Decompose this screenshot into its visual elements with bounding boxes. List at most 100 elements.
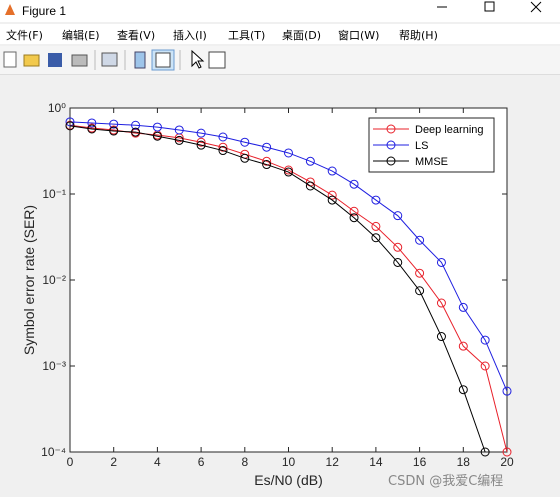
data-point: [480, 361, 490, 371]
data-point: [393, 211, 403, 221]
data-point: [65, 121, 75, 131]
x-tick-label: 0: [67, 455, 74, 469]
data-point: [262, 160, 272, 170]
menu-item[interactable]: 帮助(H): [399, 29, 438, 42]
print-icon[interactable]: [71, 54, 88, 67]
menu-item[interactable]: 工具(T): [228, 29, 266, 42]
data-point: [415, 235, 425, 245]
menu-item[interactable]: 编辑(E): [62, 29, 100, 42]
data-point: [284, 167, 293, 177]
data-point: [327, 166, 337, 176]
data-point: [458, 341, 468, 351]
x-tick-label: 16: [413, 455, 427, 469]
menu-item[interactable]: 插入(I): [173, 29, 207, 42]
data-point: [174, 135, 184, 145]
watermark: CSDN @我爱C编程: [388, 474, 504, 489]
data-point: [436, 332, 446, 342]
y-tick-label: 10⁻¹: [42, 187, 66, 201]
maximize-button[interactable]: [484, 1, 495, 12]
data-point: [240, 137, 250, 147]
data-point: [152, 131, 162, 141]
data-point: [87, 124, 97, 134]
x-tick-label: 8: [241, 455, 248, 469]
plot-area: 0 2 4 6 8 10 12 14 16 18 20 10⁻⁴ 10⁻³ 10⁻² 10⁻¹ 10⁰ Es/N…: [21, 101, 514, 488]
y-tick-label: 10⁻²: [42, 273, 66, 287]
save-icon[interactable]: [48, 53, 62, 67]
menu-bar: 文件(F) 编辑(E) 查看(V) 插入(I) 工具(T) 桌面(D) 窗口(W) 帮助(H): [0, 24, 560, 44]
window-title: Figure 1: [22, 4, 66, 18]
menu-item[interactable]: 文件(F): [6, 29, 43, 42]
data-point: [218, 132, 228, 142]
colorbar-icon[interactable]: [134, 51, 146, 69]
data-point: [327, 190, 337, 200]
data-point: [480, 447, 490, 457]
axes-box: [69, 107, 508, 453]
data-point: [131, 120, 141, 130]
app-icon: [5, 4, 15, 15]
pointer-icon[interactable]: [191, 49, 205, 69]
data-point: [371, 233, 381, 243]
data-point: [174, 125, 184, 135]
menu-item[interactable]: 窗口(W): [338, 29, 380, 42]
data-point: [196, 137, 206, 147]
data-point: [415, 286, 425, 296]
title-bar: Figure 1: [0, 0, 560, 22]
data-point: [109, 126, 119, 136]
data-point: [196, 140, 206, 150]
close-button[interactable]: [530, 1, 542, 13]
data-point: [502, 386, 512, 396]
data-point: [262, 142, 272, 152]
data-point: [436, 257, 446, 267]
data-point: [349, 206, 359, 216]
data-point: [415, 268, 425, 278]
x-tick-label: 6: [198, 455, 205, 469]
legend-label: Deep learning: [415, 124, 484, 136]
x-tick-label: 4: [154, 455, 161, 469]
y-tick-label: 10⁻³: [42, 359, 66, 373]
data-point: [305, 181, 315, 191]
data-point: [436, 298, 446, 308]
menu-item[interactable]: 桌面(D): [282, 29, 322, 42]
y-tick-label: 10⁰: [48, 101, 66, 115]
legend-marker: [386, 124, 396, 134]
data-point: [458, 302, 468, 312]
data-point: [393, 257, 403, 267]
y-axis-label: Symbol error rate (SER): [21, 205, 37, 355]
title-icons: Figure 1: [5, 1, 542, 18]
data-point: [458, 385, 468, 395]
property-icon[interactable]: [208, 51, 226, 69]
x-tick-label: 10: [282, 455, 296, 469]
x-tick-label: 12: [326, 455, 340, 469]
toolbar: [0, 46, 560, 75]
data-point: [109, 119, 119, 129]
data-point: [305, 156, 315, 166]
legend-icon-inner: [155, 52, 171, 68]
x-tick-label: 14: [369, 455, 383, 469]
x-tick-label: 18: [457, 455, 471, 469]
data-point: [480, 335, 490, 345]
data-point: [196, 128, 206, 138]
data-point: [371, 195, 381, 205]
series-line: [69, 121, 508, 392]
legend-label: MMSE: [415, 156, 448, 168]
menu-item[interactable]: 查看(V): [117, 29, 156, 42]
data-point: [349, 179, 359, 189]
link-icon[interactable]: [101, 52, 118, 67]
data-point: [131, 127, 141, 137]
data-point: [240, 153, 250, 163]
x-axis-label: Es/N0 (dB): [254, 472, 322, 488]
data-point: [262, 156, 272, 166]
data-point: [327, 195, 337, 205]
x-tick-label: 2: [110, 455, 117, 469]
data-point: [218, 142, 228, 152]
toolbar-icons: [3, 49, 226, 71]
data-point: [152, 122, 162, 132]
open-icon[interactable]: [23, 54, 40, 67]
data-point: [284, 148, 293, 158]
new-icon[interactable]: [3, 51, 17, 68]
x-tick-label: 20: [500, 455, 514, 469]
data-point: [218, 146, 228, 156]
legend-label: LS: [415, 140, 428, 152]
data-point: [502, 447, 512, 457]
